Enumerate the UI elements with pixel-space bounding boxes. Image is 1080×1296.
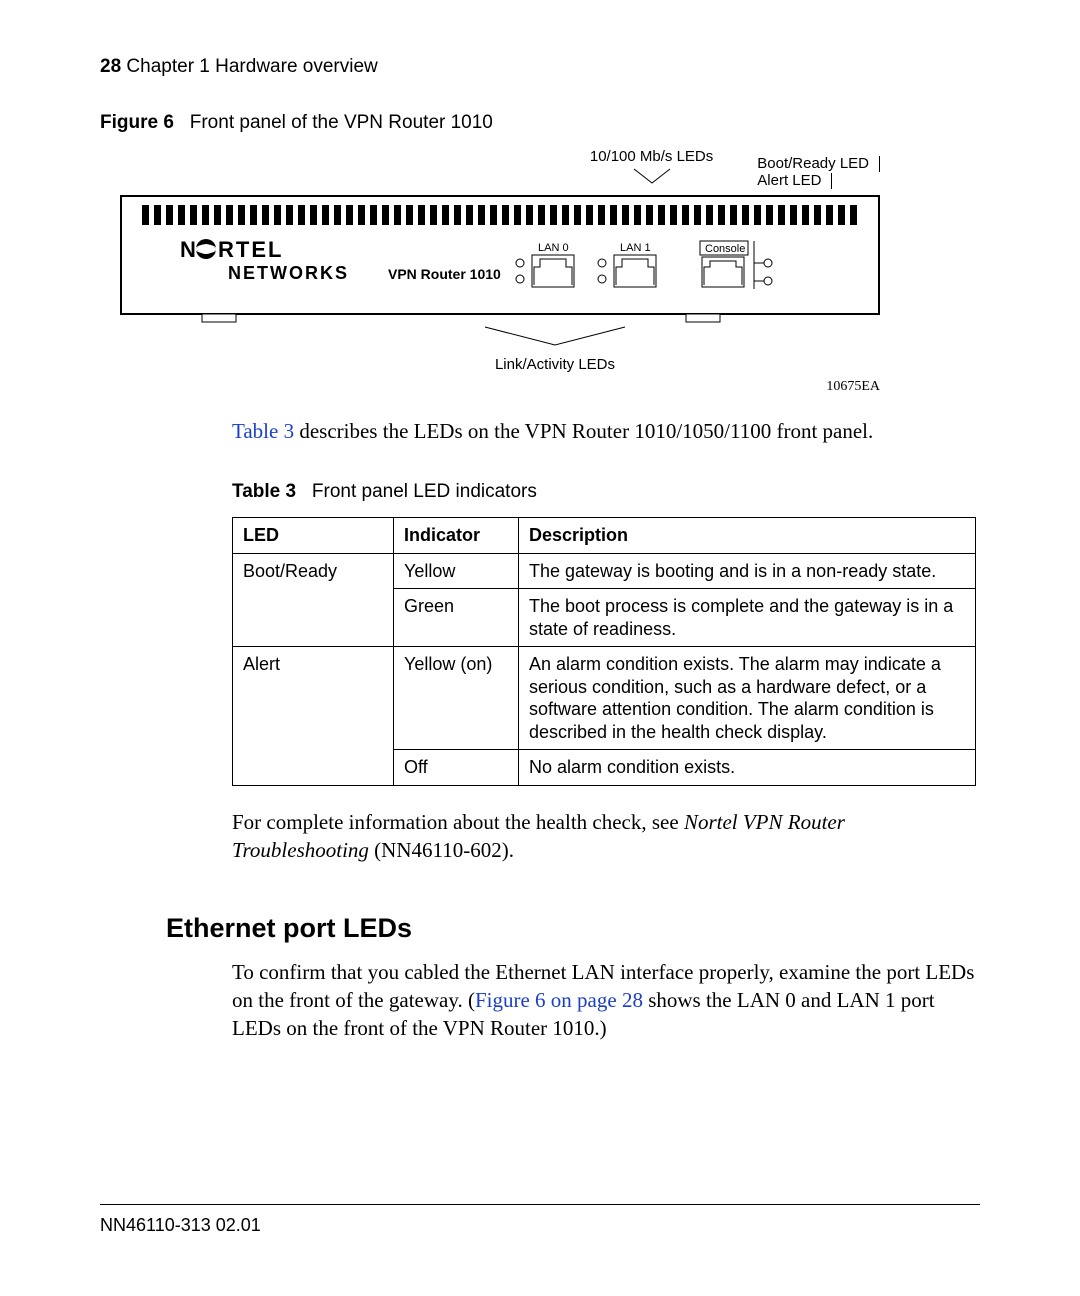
svg-text:RTEL: RTEL	[218, 237, 283, 262]
table-caption: Table 3 Front panel LED indicators	[232, 481, 980, 503]
table-3-link[interactable]: Table 3	[232, 419, 294, 443]
chapter-title: Chapter 1 Hardware overview	[126, 56, 377, 77]
page-header: 28 Chapter 1 Hardware overview	[100, 56, 980, 78]
td-led: Alert	[233, 647, 394, 786]
td-indicator: Off	[394, 750, 519, 786]
page: 28 Chapter 1 Hardware overview Figure 6 …	[0, 0, 1080, 1296]
callout-10-100: 10/100 Mb/s LEDs	[590, 148, 713, 165]
td-desc: The boot process is complete and the gat…	[519, 589, 976, 647]
svg-text:Console: Console	[705, 243, 745, 255]
figure-6-link[interactable]: Figure 6 on page 28	[475, 988, 643, 1012]
td-indicator: Yellow	[394, 553, 519, 589]
page-footer: NN46110-313 02.01	[100, 1204, 980, 1236]
th-description: Description	[519, 518, 976, 554]
td-desc: The gateway is booting and is in a non-r…	[519, 553, 976, 589]
para2-pre: For complete information about the healt…	[232, 810, 684, 834]
intro-paragraph: Table 3 describes the LEDs on the VPN Ro…	[232, 417, 980, 445]
table-label: Table 3	[232, 481, 296, 502]
callout-boot-ready: Boot/Ready LED	[757, 155, 869, 172]
diagram-top-callouts: 10/100 Mb/s LEDs Boot/Ready LED Alert LE…	[120, 148, 880, 189]
svg-text:LAN 1: LAN 1	[620, 242, 651, 254]
td-indicator: Yellow (on)	[394, 647, 519, 750]
table-row: Alert Yellow (on) An alarm condition exi…	[233, 647, 976, 750]
callout-link-activity: Link/Activity LEDs	[230, 356, 880, 373]
td-desc: An alarm condition exists. The alarm may…	[519, 647, 976, 750]
brand-nortel: N	[180, 237, 198, 262]
svg-text:LAN 0: LAN 0	[538, 242, 569, 254]
led-table: LED Indicator Description Boot/Ready Yel…	[232, 517, 976, 786]
table-title: Front panel LED indicators	[312, 481, 537, 502]
para2-post: (NN46110-602).	[369, 838, 514, 862]
health-check-paragraph: For complete information about the healt…	[232, 808, 980, 865]
callout-alert: Alert LED	[757, 172, 821, 189]
figure-caption: Figure 6 Front panel of the VPN Router 1…	[100, 112, 980, 134]
td-led: Boot/Ready	[233, 553, 394, 647]
router-diagram: 10/100 Mb/s LEDs Boot/Ready LED Alert LE…	[120, 148, 880, 395]
th-indicator: Indicator	[394, 518, 519, 554]
router-front-panel-svg: N RTEL NETWORKS VPN Router 1010 LAN 0 LA…	[120, 195, 880, 325]
table-header-row: LED Indicator Description	[233, 518, 976, 554]
table-row: Boot/Ready Yellow The gateway is booting…	[233, 553, 976, 589]
td-indicator: Green	[394, 589, 519, 647]
intro-rest: describes the LEDs on the VPN Router 101…	[294, 419, 873, 443]
footer-rule	[100, 1204, 980, 1205]
brand-networks: NETWORKS	[228, 263, 349, 283]
figure-title: Front panel of the VPN Router 1010	[190, 112, 493, 133]
td-desc: No alarm condition exists.	[519, 750, 976, 786]
diagram-bottom-callout-wrap: Link/Activity LEDs	[230, 325, 880, 373]
figure-id: 10675EA	[120, 379, 880, 395]
footer-doc-id: NN46110-313 02.01	[100, 1215, 980, 1236]
figure-label: Figure 6	[100, 112, 174, 133]
th-led: LED	[233, 518, 394, 554]
ethernet-paragraph: To confirm that you cabled the Ethernet …	[232, 958, 980, 1043]
page-number: 28	[100, 56, 121, 77]
section-heading: Ethernet port LEDs	[166, 913, 980, 944]
model-label: VPN Router 1010	[388, 266, 501, 282]
